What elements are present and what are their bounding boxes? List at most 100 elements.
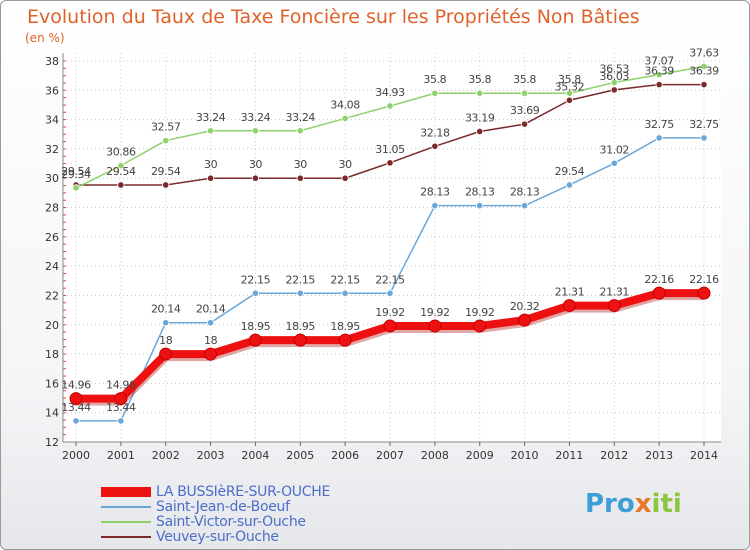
data-label: 18.95 (330, 320, 360, 333)
data-point (117, 417, 125, 425)
data-label: 30 (249, 158, 263, 171)
data-point (72, 417, 80, 425)
data-label: 22.15 (241, 273, 271, 286)
data-label: 14.96 (61, 379, 91, 392)
data-label: 37.07 (644, 55, 674, 68)
data-point (72, 184, 80, 192)
data-label: 22.16 (689, 273, 719, 286)
data-point (476, 89, 484, 97)
data-label: 19.92 (375, 306, 405, 319)
data-point (383, 319, 397, 333)
data-label: 33.24 (196, 111, 226, 124)
data-label: 30 (339, 158, 353, 171)
chart-title: Evolution du Taux de Taxe Foncière sur l… (27, 6, 640, 28)
data-point (338, 333, 352, 347)
x-tick-label: 2005 (286, 449, 314, 462)
x-tick-label: 2004 (241, 449, 269, 462)
data-label: 31.05 (375, 143, 405, 156)
data-point (248, 333, 262, 347)
data-label: 21.31 (555, 286, 585, 299)
data-label: 21.31 (600, 286, 630, 299)
data-point (386, 289, 394, 297)
data-point (655, 134, 663, 142)
data-point (610, 78, 618, 87)
data-label: 28.13 (510, 186, 540, 199)
data-point (159, 347, 173, 361)
data-point (206, 319, 215, 327)
data-point (520, 89, 529, 97)
data-point (296, 289, 304, 297)
data-point (251, 289, 260, 297)
data-point (386, 159, 394, 167)
data-point (700, 62, 708, 71)
x-tick-label: 2000 (62, 449, 90, 462)
data-point (562, 299, 576, 313)
legend-label: Saint-Victor-sur-Ouche (156, 514, 306, 530)
data-point (697, 286, 711, 300)
data-point (655, 80, 663, 89)
data-label: 36.39 (644, 65, 674, 78)
data-point (476, 202, 484, 210)
data-point (565, 96, 574, 104)
data-point (652, 286, 666, 300)
data-label: 13.44 (61, 401, 91, 414)
y-tick-label: 38 (45, 55, 59, 68)
data-label: 32.18 (420, 126, 450, 139)
data-point (117, 181, 125, 189)
x-tick-label: 2002 (152, 449, 180, 462)
legend: LA BUSSIèRE-SUR-OUCHE Saint-Jean-de-Boeuf… (101, 484, 421, 545)
data-point (341, 174, 349, 182)
data-label: 18 (204, 334, 218, 347)
x-tick-label: 2014 (690, 449, 718, 462)
data-point (520, 120, 529, 128)
y-tick-label: 14 (45, 407, 59, 420)
data-point (428, 319, 442, 333)
data-label: 18 (159, 334, 173, 347)
y-tick-label: 28 (45, 202, 59, 215)
legend-swatch (101, 536, 151, 538)
x-tick-label: 2007 (376, 449, 404, 462)
data-point (251, 127, 260, 135)
legend-label: LA BUSSIèRE-SUR-OUCHE (156, 484, 330, 500)
data-point (296, 127, 304, 135)
y-tick-label: 22 (45, 289, 59, 302)
proxiti-logo: Proxiti (585, 489, 682, 519)
data-label: 30.86 (106, 146, 136, 159)
legend-item: Saint-Victor-sur-Ouche (101, 514, 421, 530)
legend-label: Veuvey-sur-Ouche (156, 529, 279, 545)
data-point (700, 80, 708, 89)
legend-swatch (101, 506, 151, 508)
data-label: 13.44 (106, 401, 136, 414)
x-tick-label: 2008 (421, 449, 449, 462)
y-tick-label: 24 (45, 260, 59, 273)
data-point (296, 174, 304, 182)
data-label: 28.13 (465, 186, 495, 199)
data-point (69, 392, 83, 406)
data-label: 22.16 (644, 273, 674, 286)
data-point (476, 127, 484, 136)
data-point (117, 162, 125, 170)
logo-suffix: iti (651, 489, 682, 519)
data-point (206, 174, 215, 182)
data-label: 31.02 (600, 143, 630, 156)
data-point (518, 313, 532, 327)
data-label: 22.15 (330, 273, 360, 286)
data-label: 22.15 (375, 273, 405, 286)
data-point (341, 289, 349, 297)
data-label: 36.39 (689, 65, 719, 78)
data-label: 35.8 (468, 73, 491, 86)
data-label: 32.75 (689, 118, 719, 131)
y-tick-label: 16 (45, 377, 59, 390)
data-point (565, 89, 574, 97)
x-tick-label: 2006 (331, 449, 359, 462)
data-label: 35.8 (558, 73, 581, 86)
data-label: 18.95 (241, 320, 271, 333)
data-point (341, 114, 349, 123)
data-label: 37.63 (689, 46, 719, 59)
data-label: 30 (294, 158, 308, 171)
data-point (162, 136, 170, 145)
data-label: 19.92 (420, 306, 450, 319)
data-label: 33.19 (465, 111, 495, 124)
